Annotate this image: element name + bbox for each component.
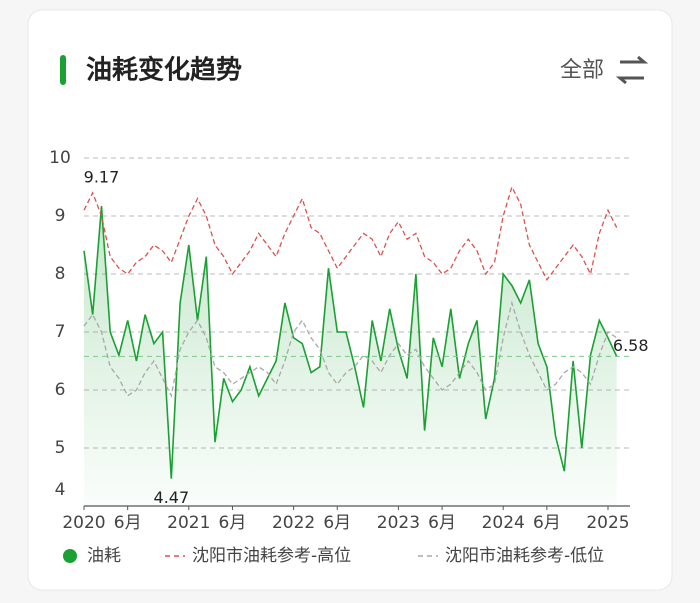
legend-label: 油耗 bbox=[87, 546, 121, 566]
filter-icon[interactable] bbox=[615, 55, 649, 85]
y-tick-label: 8 bbox=[55, 264, 66, 284]
x-tick-label: 6月 bbox=[428, 513, 456, 533]
x-tick-label: 2021 bbox=[167, 513, 210, 533]
x-tick-label: 2020 bbox=[62, 513, 105, 533]
x-tick-label: 2024 bbox=[482, 513, 525, 533]
x-tick-label: 6月 bbox=[323, 513, 351, 533]
x-tick-label: 6月 bbox=[114, 513, 142, 533]
legend-swatch bbox=[63, 549, 77, 563]
legend-label: 沈阳市油耗参考-低位 bbox=[445, 546, 604, 566]
y-tick-label: 9 bbox=[55, 206, 66, 226]
plot: 4 5 6 7 8 9 10 2020 6月 2021 6月 2022 6月 2023 6月 2024 6月 20… bbox=[49, 148, 648, 566]
x-tick-label: 6月 bbox=[219, 513, 247, 533]
x-tick-label: 2023 bbox=[377, 513, 420, 533]
x-tick-label: 2025 bbox=[586, 513, 629, 533]
y-tick-label: 10 bbox=[49, 148, 71, 168]
title-accent bbox=[60, 55, 66, 85]
y-tick-label: 7 bbox=[55, 322, 66, 342]
y-tick-label: 4 bbox=[55, 480, 66, 500]
y-tick-label: 6 bbox=[55, 380, 66, 400]
chart-title: 油耗变化趋势 bbox=[86, 55, 242, 86]
min-label: 4.47 bbox=[154, 488, 190, 507]
last-label: 6.58 bbox=[613, 336, 649, 355]
line bbox=[83, 300, 618, 398]
line bbox=[83, 185, 618, 282]
legend-label: 沈阳市油耗参考-高位 bbox=[192, 546, 351, 566]
y-tick-label: 5 bbox=[55, 438, 66, 458]
line bbox=[83, 206, 618, 479]
filter-button[interactable]: 全部 bbox=[560, 55, 649, 85]
x-tick-label: 2022 bbox=[272, 513, 315, 533]
filter-label[interactable]: 全部 bbox=[560, 58, 604, 83]
max-label: 9.17 bbox=[84, 168, 120, 187]
x-tick-label: 6月 bbox=[533, 513, 561, 533]
